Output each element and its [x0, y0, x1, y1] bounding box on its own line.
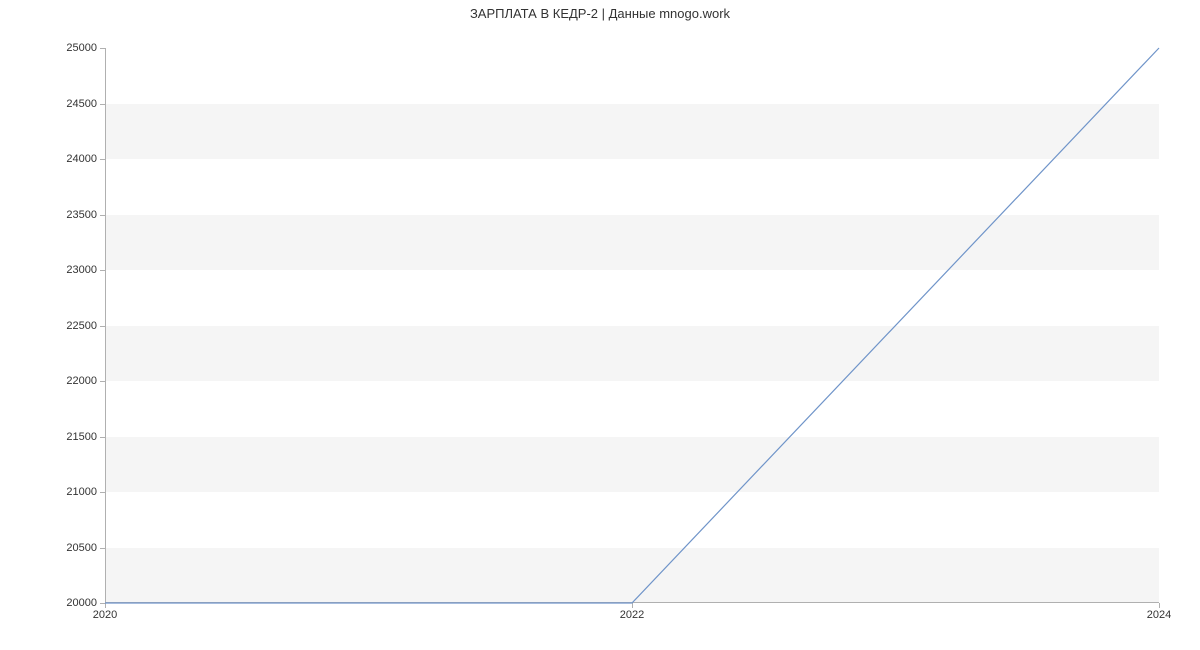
x-tick-label: 2024 — [1147, 609, 1171, 621]
y-tick-label: 24000 — [66, 153, 97, 165]
y-tick-label: 23000 — [66, 264, 97, 276]
chart-title: ЗАРПЛАТА В КЕДР-2 | Данные mnogo.work — [0, 6, 1200, 21]
y-tick-label: 25000 — [66, 42, 97, 54]
y-tick-label: 22500 — [66, 320, 97, 332]
chart-container: ЗАРПЛАТА В КЕДР-2 | Данные mnogo.work 20… — [0, 0, 1200, 650]
x-tick-label: 2022 — [620, 609, 644, 621]
y-tick-label: 23500 — [66, 209, 97, 221]
y-tick-label: 24500 — [66, 98, 97, 110]
y-tick-label: 22000 — [66, 375, 97, 387]
series-layer — [105, 48, 1159, 603]
y-tick-label: 20500 — [66, 542, 97, 554]
series-salary — [105, 48, 1159, 603]
x-tick-mark — [1159, 603, 1160, 608]
x-tick-mark — [105, 603, 106, 608]
y-tick-label: 21500 — [66, 431, 97, 443]
y-tick-label: 20000 — [66, 597, 97, 609]
y-tick-label: 21000 — [66, 486, 97, 498]
x-tick-label: 2020 — [93, 609, 117, 621]
plot-area: 2000020500210002150022000225002300023500… — [105, 48, 1159, 603]
x-tick-mark — [632, 603, 633, 608]
